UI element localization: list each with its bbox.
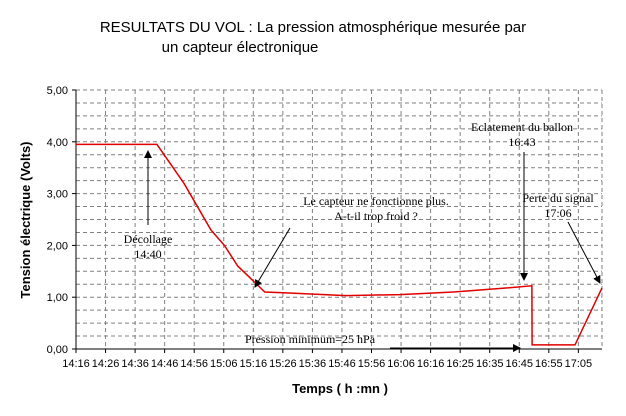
y-axis-title: Tension électrique (Volts) <box>18 142 33 299</box>
x-tick-label: 17:05 <box>565 358 593 370</box>
x-tick-label: 15:26 <box>269 358 297 370</box>
x-tick-label: 16:35 <box>476 358 504 370</box>
annotation-text: A-t-il trop froid ? <box>334 209 418 223</box>
y-axis-ticks: 0,00 1,00 2,00 3,00 4,00 5,00 <box>47 85 76 356</box>
x-tick-label: 16:06 <box>387 358 415 370</box>
x-tick-label: 15:06 <box>210 358 238 370</box>
grid <box>76 89 603 349</box>
x-tick-label: 14:26 <box>92 358 120 370</box>
chart-title-line-2: un capteur électronique <box>162 39 319 56</box>
y-tick-label: 5,00 <box>47 85 68 97</box>
annotation-text: 16:43 <box>508 135 535 149</box>
y-tick-label: 4,00 <box>47 137 68 149</box>
x-tick-label: 16:25 <box>446 358 474 370</box>
x-tick-label: 14:46 <box>151 358 179 370</box>
x-tick-label: 14:56 <box>180 358 208 370</box>
annotation-arrow <box>567 221 601 284</box>
annotation-text: Décollage <box>124 232 173 246</box>
y-tick-label: 2,00 <box>47 240 68 252</box>
annotation-text: Le capteur ne fonctionne plus. <box>303 194 449 208</box>
y-tick-label: 3,00 <box>47 189 68 201</box>
annotation-text: 17:06 <box>544 206 571 220</box>
x-axis-title: Temps ( h :mn ) <box>292 381 388 396</box>
x-tick-label: 14:16 <box>62 358 90 370</box>
y-tick-label: 1,00 <box>47 292 68 304</box>
annotation-text: Eclatement du ballon <box>471 120 573 134</box>
x-axis-ticks: 14:16 14:26 14:36 14:46 14:56 15:06 15:16 15:26… <box>62 349 592 370</box>
annotation-text: 14:40 <box>134 247 161 261</box>
x-tick-label: 15:16 <box>240 358 268 370</box>
x-tick-label: 16:55 <box>535 358 563 370</box>
chart-title-line-1: RESULTATS DU VOL : La pression atmosphér… <box>100 19 526 36</box>
x-tick-label: 15:36 <box>299 358 327 370</box>
annotation-text: Perte du signal <box>522 191 594 205</box>
annotation-arrow <box>254 227 291 288</box>
annotation-text: Pression minimum=25 hPa <box>245 332 376 346</box>
x-tick-label: 14:36 <box>121 358 149 370</box>
y-tick-label: 0,00 <box>47 344 68 356</box>
x-tick-label: 15:56 <box>358 358 386 370</box>
x-tick-label: 16:16 <box>417 358 445 370</box>
series-line <box>76 143 603 346</box>
x-tick-label: 15:46 <box>328 358 356 370</box>
x-tick-label: 16:45 <box>505 358 533 370</box>
